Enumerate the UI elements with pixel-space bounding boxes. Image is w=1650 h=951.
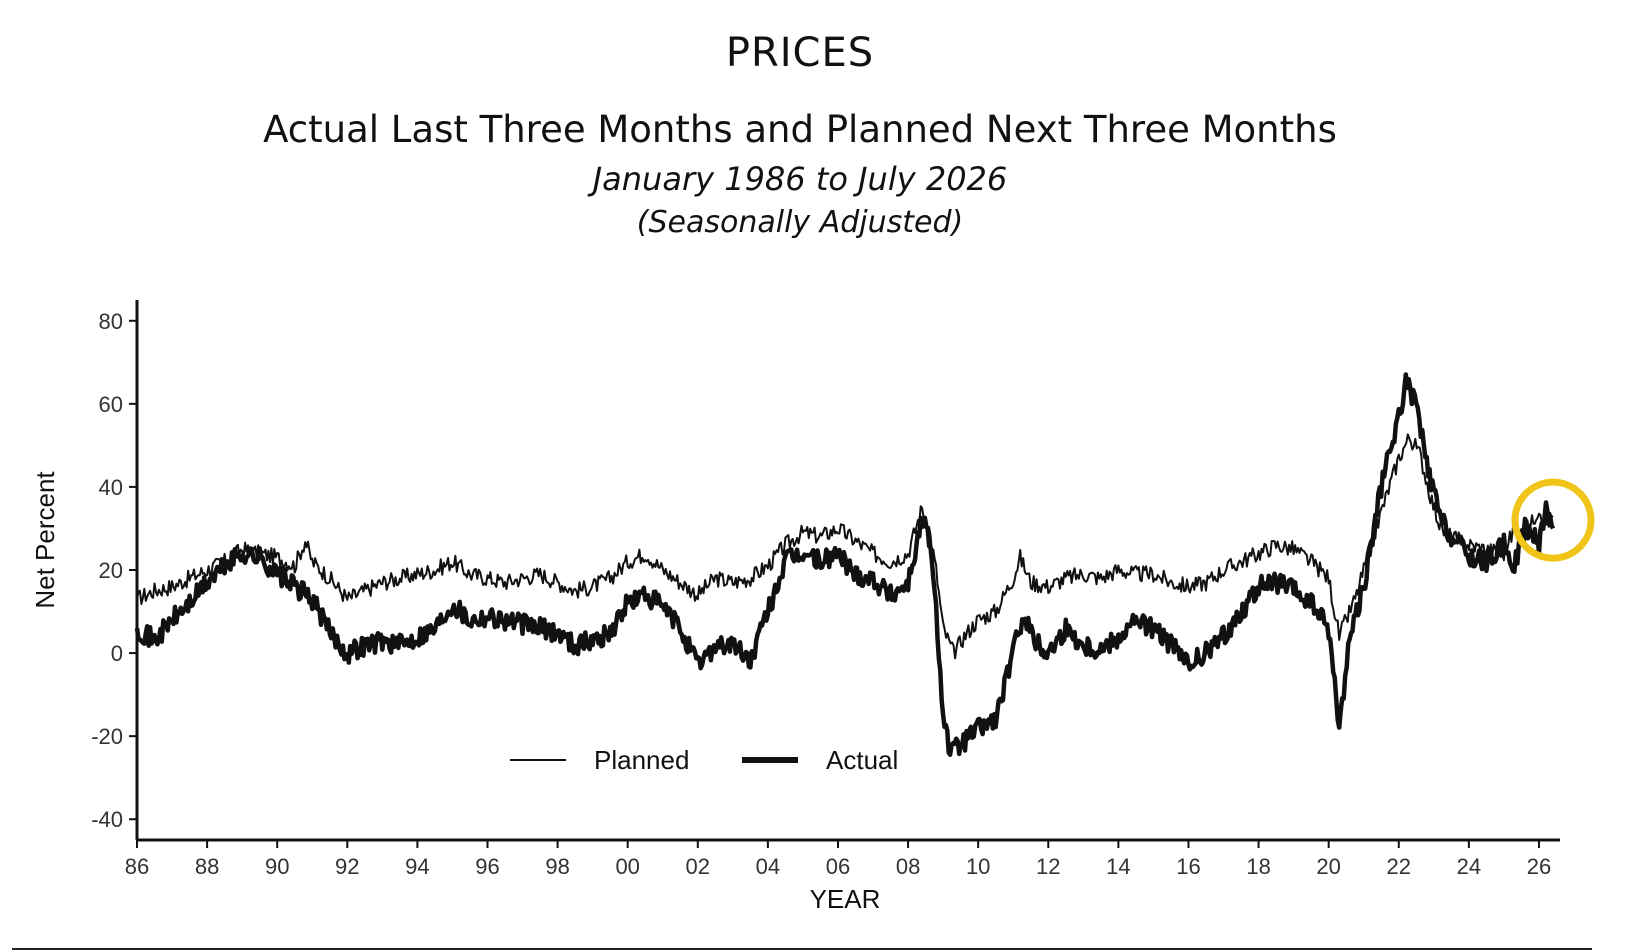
chart-date-range: January 1986 to July 2026 <box>592 160 1008 198</box>
x-tick-label: 06 <box>826 854 850 879</box>
x-tick-label: 94 <box>405 854 429 879</box>
series-line-planned <box>136 433 1554 660</box>
x-tick-label: 86 <box>125 854 149 879</box>
y-tick-label: 40 <box>99 475 123 500</box>
x-axis-label: YEAR <box>810 884 881 914</box>
x-tick-label: 16 <box>1176 854 1200 879</box>
x-tick-label: 20 <box>1316 854 1340 879</box>
x-tick-label: 14 <box>1106 854 1130 879</box>
x-tick-label: 04 <box>756 854 780 879</box>
chart-note: (Seasonally Adjusted) <box>636 205 964 240</box>
x-tick-label: 02 <box>686 854 710 879</box>
y-tick-label: 60 <box>99 392 123 417</box>
x-tick-label: 88 <box>195 854 219 879</box>
plot-area: -40 -20 0 20 40 60 80 86 88 90 92 94 96 98 00 02 04 06 08 1… <box>91 300 1595 879</box>
x-tick-label: 24 <box>1457 854 1481 879</box>
chart-subtitle: Actual Last Three Months and Planned Nex… <box>263 108 1337 151</box>
y-axis-label: Net Percent <box>30 471 60 609</box>
x-tick-label: 12 <box>1036 854 1060 879</box>
x-tick-label: 22 <box>1387 854 1411 879</box>
y-tick-label: 80 <box>99 309 123 334</box>
x-tick-label: 00 <box>615 854 639 879</box>
x-tick-label: 18 <box>1246 854 1270 879</box>
x-tick-label: 96 <box>475 854 499 879</box>
y-tick-label: -20 <box>91 724 123 749</box>
x-tick-label: 90 <box>265 854 289 879</box>
x-tick-label: 10 <box>966 854 990 879</box>
x-tick-label: 98 <box>545 854 569 879</box>
highlight-circle <box>1511 478 1595 562</box>
y-tick-label: 20 <box>99 558 123 583</box>
series-line-actual <box>134 372 1556 757</box>
y-tick-label: -40 <box>91 807 123 832</box>
legend-actual-label: Actual <box>826 745 898 775</box>
y-tick-label: 0 <box>111 641 123 666</box>
x-tick-label: 92 <box>335 854 359 879</box>
x-tick-label: 08 <box>896 854 920 879</box>
chart-title: PRICES <box>725 30 875 76</box>
legend: Planned Actual <box>510 745 898 775</box>
legend-planned-label: Planned <box>594 745 689 775</box>
bottom-rule <box>12 948 1592 950</box>
x-tick-label: 26 <box>1527 854 1551 879</box>
